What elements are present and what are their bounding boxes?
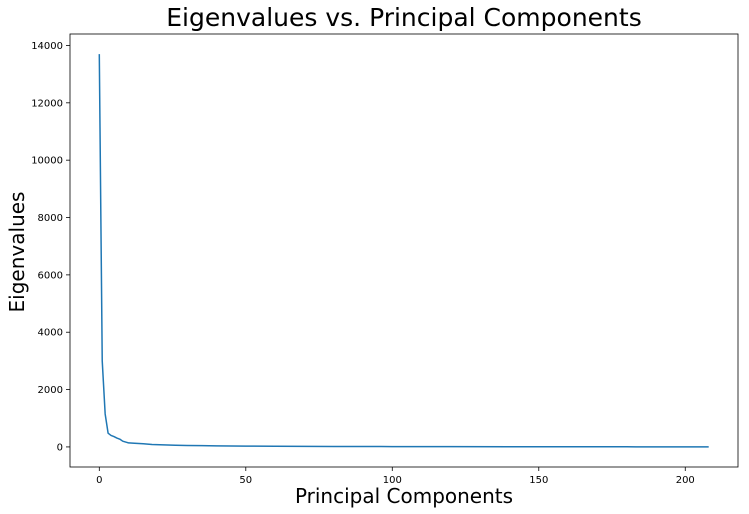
x-tick-label: 50 xyxy=(239,475,252,486)
ticks-layer: 0 50 100 150 2000200040006000800010000120001… xyxy=(31,41,695,486)
plot-frame xyxy=(69,33,739,468)
y-tick-label: 0 xyxy=(57,442,63,453)
x-tick-label: 200 xyxy=(676,475,695,486)
y-axis-label: Eigenvalues xyxy=(5,192,29,313)
y-tick-label: 2000 xyxy=(38,385,63,396)
x-axis-label: Principal Components xyxy=(295,484,513,508)
x-tick-label: 100 xyxy=(383,475,402,486)
x-tick-label: 150 xyxy=(529,475,548,486)
y-tick-label: 4000 xyxy=(38,328,63,339)
chart-title: Eigenvalues vs. Principal Components xyxy=(166,3,641,32)
y-tick-label: 14000 xyxy=(31,41,63,52)
y-tick-label: 6000 xyxy=(38,270,63,281)
x-tick-label: 0 xyxy=(96,475,102,486)
series-line-eigenvalues xyxy=(98,54,709,448)
y-tick-label: 8000 xyxy=(38,213,63,224)
y-tick-label: 10000 xyxy=(31,156,63,167)
y-tick-label: 12000 xyxy=(31,98,63,109)
